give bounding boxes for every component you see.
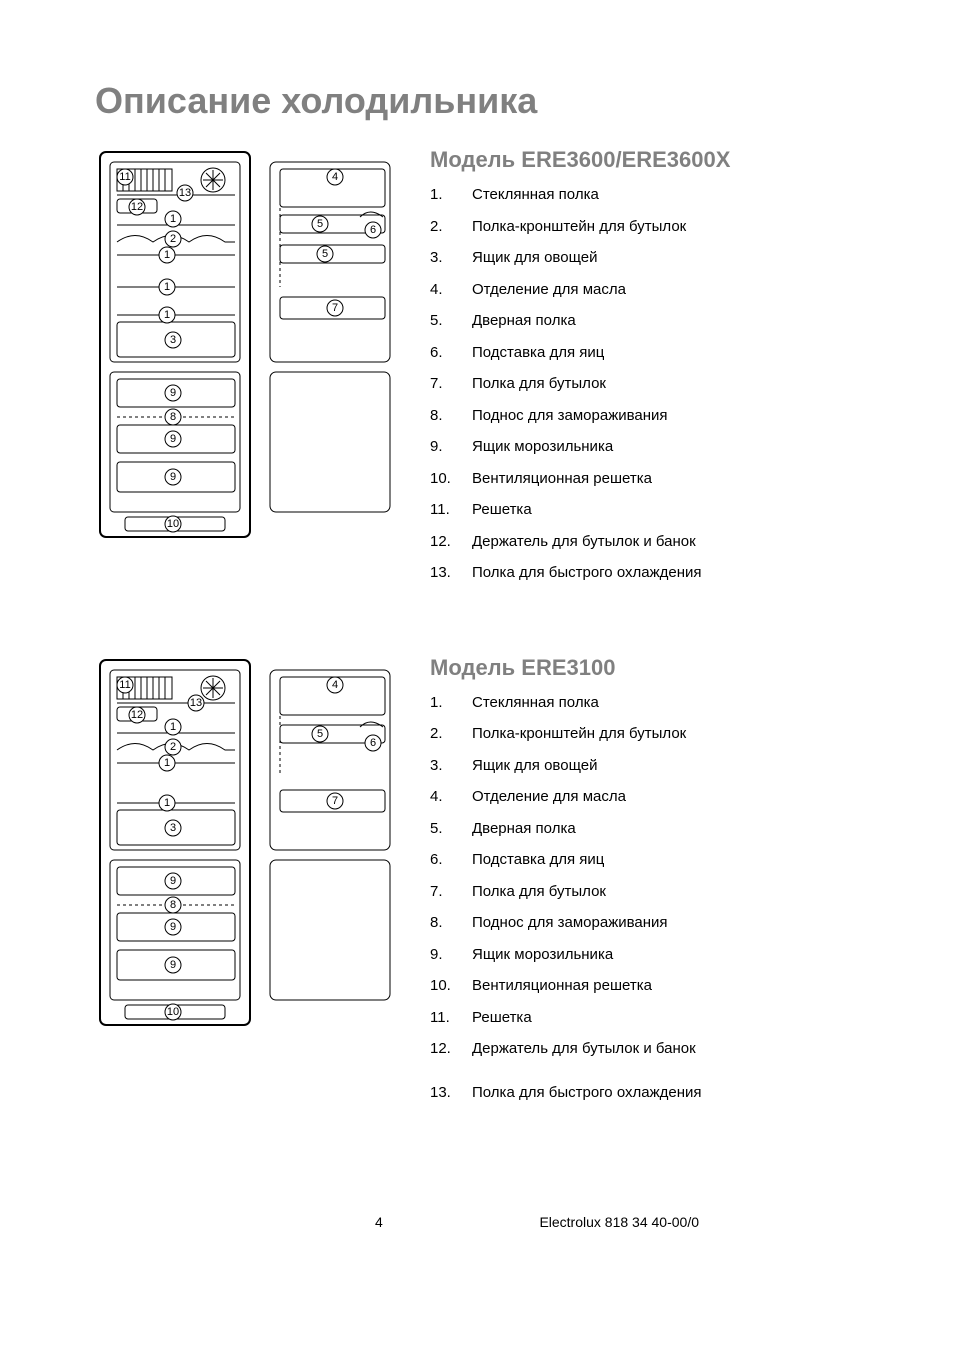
fridge-body-diagram-a: 11 13 12 1 2 1 1 1 3 9 8 9 9 10 [95, 147, 255, 542]
svg-text:13: 13 [190, 697, 202, 709]
svg-text:9: 9 [170, 959, 176, 971]
fridge-body-diagram-b: 11 13 12 1 2 1 1 3 9 8 9 9 10 [95, 655, 255, 1030]
svg-text:4: 4 [332, 171, 338, 183]
callout-3: 3 [165, 332, 181, 348]
svg-text:9: 9 [170, 433, 176, 445]
svg-text:9: 9 [170, 471, 176, 483]
svg-text:13: 13 [179, 187, 191, 199]
page-number: 4 [375, 1214, 383, 1230]
callout-1a: 1 [165, 211, 181, 227]
callout-9c: 9 [165, 469, 181, 485]
svg-text:1: 1 [164, 249, 170, 261]
model-a-list: 1.Стеклянная полка 2.Полка-кронштейн для… [430, 185, 879, 583]
svg-text:9: 9 [170, 921, 176, 933]
callout-5b: 5 [317, 246, 333, 262]
callout-9b: 9 [165, 431, 181, 447]
svg-text:5: 5 [317, 218, 323, 230]
svg-text:1: 1 [164, 797, 170, 809]
svg-text:1: 1 [164, 757, 170, 769]
diagram-model-b: 11 13 12 1 2 1 1 3 9 8 9 9 10 4 5 6 7 [95, 655, 395, 1030]
svg-text:8: 8 [170, 411, 176, 423]
callout-1c: 1 [159, 279, 175, 295]
page-footer: 4 Electrolux 818 34 40-00/0 [95, 1214, 879, 1230]
svg-text:12: 12 [131, 709, 143, 721]
svg-text:7: 7 [332, 795, 338, 807]
svg-text:8: 8 [170, 899, 176, 911]
section-model-b: 11 13 12 1 2 1 1 3 9 8 9 9 10 4 5 6 7 [95, 655, 879, 1115]
svg-text:9: 9 [170, 875, 176, 887]
svg-text:10: 10 [167, 1006, 179, 1018]
svg-text:11: 11 [119, 171, 130, 183]
page-title: Описание холодильника [95, 80, 879, 122]
svg-text:3: 3 [170, 822, 176, 834]
model-a-title: Модель ERE3600/ERE3600X [430, 147, 879, 173]
callout-9a: 9 [165, 385, 181, 401]
callout-4: 4 [327, 169, 343, 185]
svg-text:1: 1 [164, 281, 170, 293]
svg-text:10: 10 [167, 518, 179, 530]
door-diagram-a: 4 5 6 5 7 [265, 147, 395, 542]
callout-13: 13 [177, 185, 193, 201]
callout-11: 11 [117, 169, 133, 185]
callout-6: 6 [365, 222, 381, 238]
diagram-model-a: 11 13 12 1 2 1 1 1 3 9 8 9 9 10 [95, 147, 395, 542]
svg-text:7: 7 [332, 302, 338, 314]
callout-1b: 1 [159, 247, 175, 263]
svg-text:2: 2 [170, 741, 176, 753]
callout-8: 8 [165, 409, 181, 425]
section-model-a: 11 13 12 1 2 1 1 1 3 9 8 9 9 10 [95, 147, 879, 595]
svg-text:1: 1 [170, 213, 176, 225]
svg-text:2: 2 [170, 233, 176, 245]
svg-text:11: 11 [119, 679, 130, 691]
door-diagram-b: 4 5 6 7 [265, 655, 395, 1030]
callout-1d: 1 [159, 307, 175, 323]
callout-2: 2 [165, 231, 181, 247]
svg-text:5: 5 [317, 728, 323, 740]
svg-text:6: 6 [370, 224, 376, 236]
callout-7: 7 [327, 300, 343, 316]
svg-text:4: 4 [332, 679, 338, 691]
callout-12: 12 [129, 199, 145, 215]
svg-text:1: 1 [170, 721, 176, 733]
model-b-title: Модель ERE3100 [430, 655, 879, 681]
svg-text:5: 5 [322, 248, 328, 260]
callout-10: 10 [165, 516, 181, 532]
footer-doc-id: Electrolux 818 34 40-00/0 [539, 1214, 699, 1230]
callout-5a: 5 [312, 216, 328, 232]
svg-text:3: 3 [170, 334, 176, 346]
svg-text:1: 1 [164, 309, 170, 321]
svg-text:6: 6 [370, 737, 376, 749]
svg-text:9: 9 [170, 387, 176, 399]
model-b-list: 1.Стеклянная полка 2.Полка-кронштейн для… [430, 693, 879, 1103]
svg-text:12: 12 [131, 201, 143, 213]
